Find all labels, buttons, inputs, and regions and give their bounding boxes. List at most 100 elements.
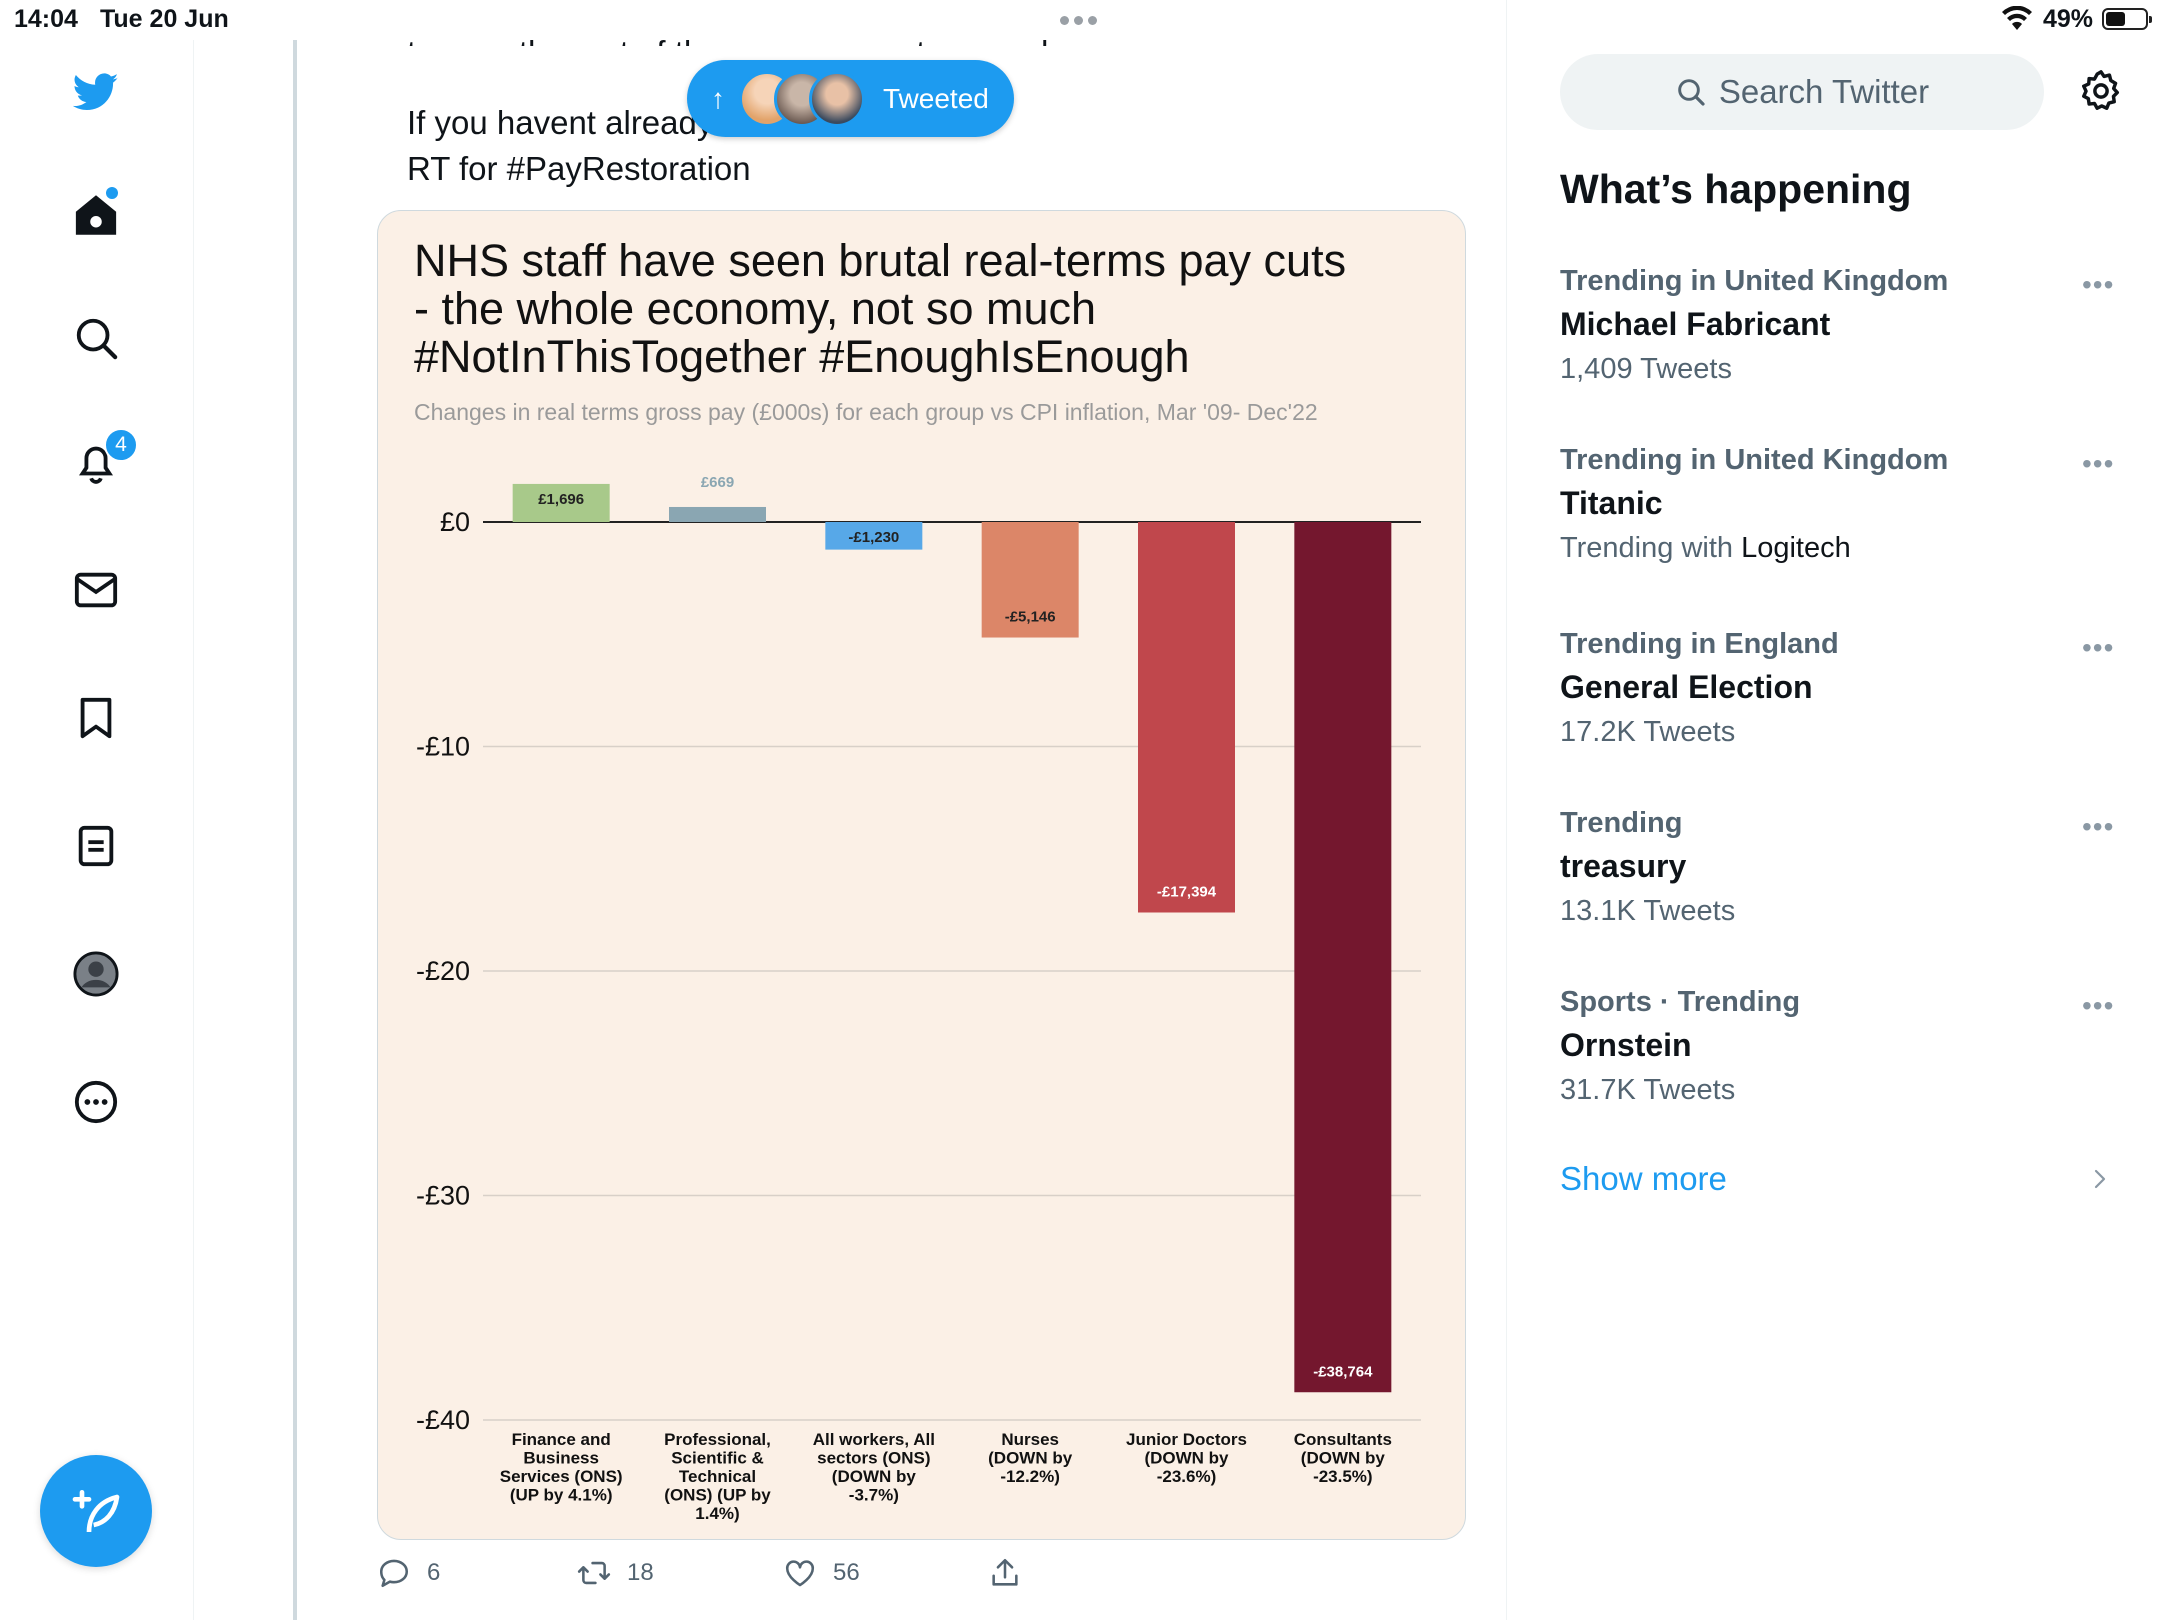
category-label: Finance and — [512, 1430, 611, 1449]
chart-title: NHS staff have seen brutal real-terms pa… — [414, 237, 1434, 381]
trend-context: Trending in United Kingdom — [1560, 444, 1949, 476]
bar-chart: £0 -£10 -£20 -£30 -£40 £1,696 Finance andBusin… — [416, 474, 1421, 1523]
trend-context: Trending in United Kingdom — [1560, 265, 1949, 297]
more-dots-icon[interactable]: ••• — [2082, 448, 2115, 479]
category-label: Junior Doctors — [1126, 1430, 1247, 1449]
chart-title-line-3: #NotInThisTogether #EnoughIsEnough — [414, 331, 1190, 382]
category-label: -3.7%) — [849, 1486, 899, 1505]
category-label: Business — [523, 1449, 599, 1468]
trend-name: Ornstein — [1560, 1027, 1692, 1063]
trend-item[interactable]: Trending in United Kingdom Titanic Trend… — [1560, 444, 2120, 565]
more-options-icon[interactable] — [66, 1072, 126, 1132]
category-label: sectors (ONS) — [817, 1449, 930, 1468]
battery-percent: 49% — [2043, 5, 2094, 33]
trend-item[interactable]: Trending in England General Election 17.… — [1560, 628, 2120, 749]
feather-plus-icon — [72, 1490, 120, 1533]
trend-item[interactable]: Trending treasury 13.1K Tweets ••• — [1560, 807, 2120, 928]
status-time: 14:04 — [14, 5, 78, 33]
show-more-link[interactable]: Show more — [1560, 1160, 1727, 1197]
trend-item[interactable]: Trending in United Kingdom Michael Fabri… — [1560, 265, 2120, 386]
trend-name: Michael Fabricant — [1560, 306, 1831, 342]
category-label: (DOWN by — [1301, 1449, 1386, 1468]
more-dots-icon[interactable]: ••• — [2082, 811, 2115, 842]
trend-name: General Election — [1560, 669, 1813, 705]
share-button[interactable] — [988, 1556, 1022, 1590]
whats-happening-title: What’s happening — [1560, 166, 1912, 212]
retweet-button[interactable]: 18 — [577, 1556, 654, 1590]
trend-name: Titanic — [1560, 485, 1663, 521]
y-tick-label: -£10 — [416, 732, 470, 762]
search-icon — [1678, 79, 1705, 106]
more-dots-icon[interactable]: ••• — [2082, 269, 2115, 300]
chart-title-line-1: NHS staff have seen brutal real-terms pa… — [414, 235, 1347, 286]
bar — [981, 522, 1079, 638]
trend-meta: 1,409 Tweets — [1560, 353, 1732, 385]
retweet-icon — [577, 1561, 611, 1585]
trend-related-link[interactable]: Logitech — [1741, 532, 1851, 564]
trend-meta: 31.7K Tweets — [1560, 1074, 1736, 1106]
data-label: -£1,230 — [848, 529, 899, 546]
category-label: -23.5%) — [1313, 1467, 1373, 1486]
more-dots-icon[interactable]: ••• — [2082, 632, 2115, 663]
chevron-right-icon[interactable] — [2090, 1164, 2110, 1194]
bar — [1138, 522, 1235, 913]
tweet-media-chart[interactable]: NHS staff have seen brutal real-terms pa… — [377, 210, 1466, 1540]
trend-item[interactable]: Sports · Trending Ornstein 31.7K Tweets … — [1560, 986, 2120, 1107]
category-label: Professional, — [664, 1430, 771, 1449]
trend-context: Sports · Trending — [1560, 986, 1801, 1018]
category-label: (DOWN by — [832, 1467, 917, 1486]
category-label: -12.2%) — [1000, 1467, 1060, 1486]
y-tick-label: -£40 — [416, 1405, 470, 1435]
share-icon — [992, 1558, 1018, 1586]
category-label: -23.6%) — [1157, 1467, 1217, 1486]
reply-icon — [379, 1559, 409, 1588]
trend-meta-prefix: Trending with — [1560, 532, 1742, 564]
data-label: -£17,394 — [1157, 883, 1217, 900]
like-button[interactable]: 56 — [783, 1556, 860, 1590]
reply-count: 6 — [427, 1559, 441, 1586]
compose-tweet-button[interactable] — [40, 1455, 152, 1567]
category-label: (UP by 4.1%) — [510, 1486, 613, 1505]
arrow-up-icon: ↑ — [711, 82, 725, 114]
twitter-logo-icon[interactable] — [66, 62, 126, 122]
data-label: -£38,764 — [1313, 1363, 1373, 1380]
avatar-stack — [739, 70, 865, 127]
category-label: (DOWN by — [1144, 1449, 1229, 1468]
messages-envelope-icon[interactable] — [66, 560, 126, 620]
search-placeholder: Search Twitter — [1718, 73, 1930, 110]
multitasking-dots-icon[interactable] — [1060, 12, 1102, 30]
category-label: 1.4%) — [695, 1504, 739, 1523]
lists-icon[interactable] — [66, 816, 126, 876]
data-label: -£5,146 — [1005, 609, 1056, 626]
like-count: 56 — [833, 1559, 860, 1586]
chart-title-line-2: - the whole economy, not so much — [414, 283, 1097, 334]
more-dots-icon[interactable]: ••• — [2082, 990, 2115, 1021]
tweeted-pill-button[interactable]: ↑ Tweeted — [687, 60, 1014, 137]
category-label: (ONS) (UP by — [664, 1486, 771, 1505]
retweet-count: 18 — [627, 1559, 654, 1586]
category-label: Services (ONS) — [500, 1467, 623, 1486]
trend-context: Trending — [1560, 807, 1683, 839]
reply-button[interactable]: 6 — [377, 1556, 440, 1590]
y-tick-label: -£20 — [416, 956, 470, 986]
explore-search-icon[interactable] — [66, 308, 126, 368]
category-label: All workers, All — [813, 1430, 935, 1449]
trend-context: Trending in England — [1560, 628, 1839, 660]
category-label: Technical — [679, 1467, 756, 1486]
notifications-bell-icon[interactable]: 4 — [66, 428, 138, 492]
bookmarks-icon[interactable] — [66, 688, 126, 748]
bar — [512, 483, 610, 522]
home-icon[interactable] — [66, 185, 126, 245]
data-label: £1,696 — [538, 491, 584, 508]
profile-avatar-icon[interactable] — [66, 944, 126, 1004]
primary-nav: 4 — [0, 40, 194, 1620]
gear-icon[interactable] — [2078, 68, 2124, 114]
status-date: Tue 20 Jun — [100, 5, 229, 33]
y-tick-label: £0 — [440, 507, 470, 537]
search-input[interactable]: Search Twitter — [1560, 54, 2044, 130]
tweet-actions: 6 18 56 — [377, 1556, 1077, 1606]
trend-meta: 17.2K Tweets — [1560, 716, 1736, 748]
category-label: Nurses — [1001, 1430, 1059, 1449]
status-bar: 14:04 Tue 20 Jun 49% — [0, 0, 2160, 40]
heart-icon — [785, 1560, 815, 1587]
